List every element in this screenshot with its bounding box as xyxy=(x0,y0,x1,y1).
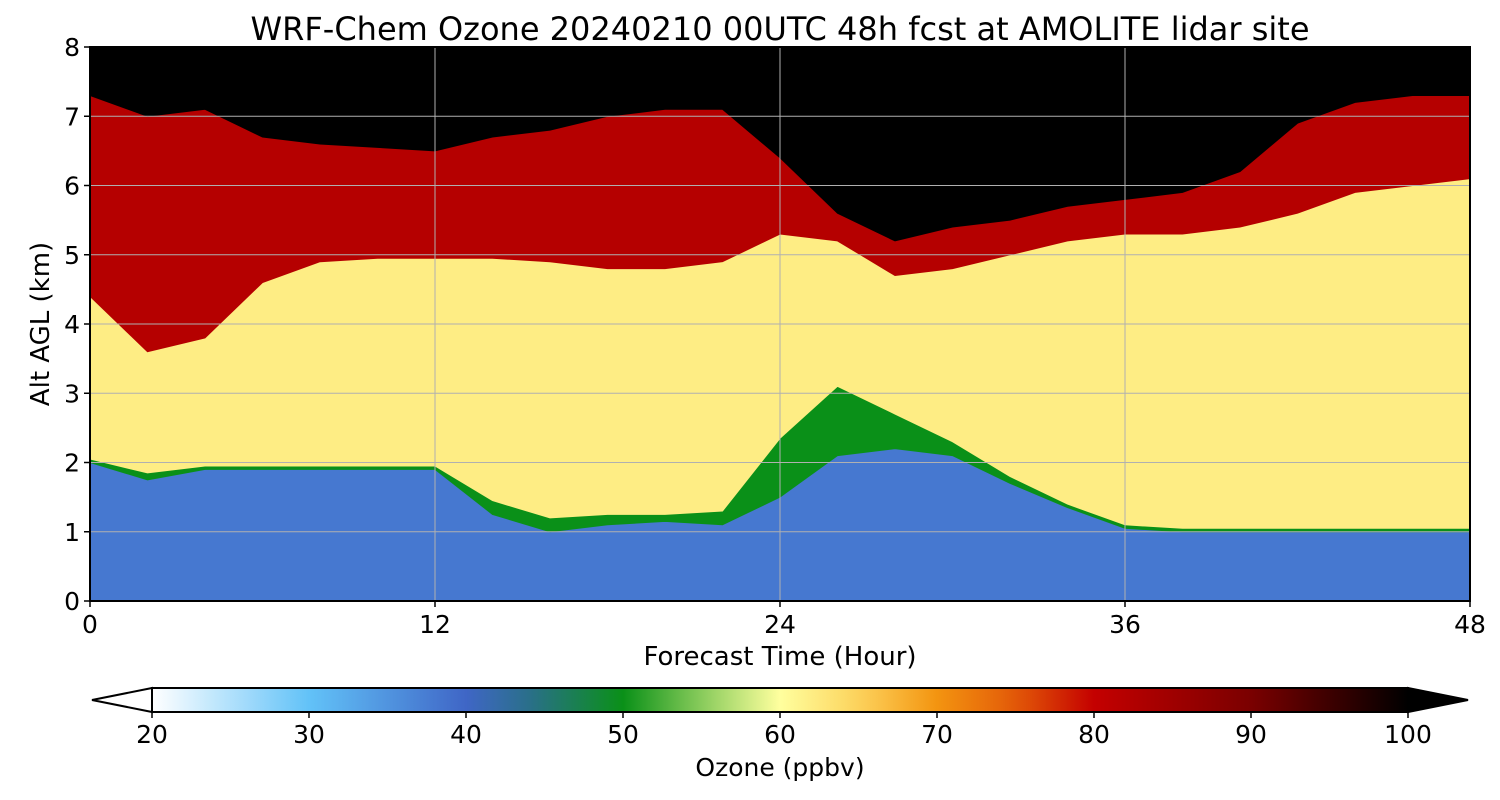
colorbar-tick-label-7: 90 xyxy=(1235,720,1267,749)
colorbar-tick-label-5: 70 xyxy=(921,720,953,749)
plot-area xyxy=(90,47,1470,601)
y-tick-label-1: 1 xyxy=(64,518,80,547)
colorbar-tick-label-1: 30 xyxy=(293,720,325,749)
y-axis-ticks: 0 1 2 3 4 5 6 7 8 xyxy=(64,33,90,616)
x-tick-label-2: 24 xyxy=(764,610,796,639)
y-tick-label-4: 4 xyxy=(64,310,80,339)
y-tick-label-2: 2 xyxy=(64,449,80,478)
colorbar-extend-high xyxy=(1407,686,1469,714)
colorbar-tick-label-6: 80 xyxy=(1078,720,1110,749)
y-tick-label-8: 8 xyxy=(64,33,80,62)
colorbar-tick-label-8: 100 xyxy=(1384,720,1432,749)
colorbar-label: Ozone (ppbv) xyxy=(695,753,864,782)
y-tick-label-0: 0 xyxy=(64,587,80,616)
x-axis-ticks: 0 12 24 36 48 xyxy=(82,601,1486,639)
colorbar-tick-label-3: 50 xyxy=(607,720,639,749)
colorbar-extend-low xyxy=(91,686,153,714)
x-tick-label-3: 36 xyxy=(1109,610,1141,639)
colorbar-tick-label-4: 60 xyxy=(764,720,796,749)
x-tick-label-1: 12 xyxy=(419,610,451,639)
y-tick-label-3: 3 xyxy=(64,379,80,408)
y-axis-label: Alt AGL (km) xyxy=(26,242,56,406)
chart-title: WRF-Chem Ozone 20240210 00UTC 48h fcst a… xyxy=(250,10,1309,48)
colorbar: 20 30 40 50 60 70 80 90 100 xyxy=(91,686,1469,749)
gridlines xyxy=(90,47,1470,601)
colorbar-tick-label-0: 20 xyxy=(136,720,168,749)
x-tick-label-0: 0 xyxy=(82,610,98,639)
y-tick-label-6: 6 xyxy=(64,172,80,201)
x-axis-label: Forecast Time (Hour) xyxy=(643,642,916,672)
y-tick-label-5: 5 xyxy=(64,241,80,270)
colorbar-gradient xyxy=(152,688,1408,712)
colorbar-ticks: 20 30 40 50 60 70 80 90 100 xyxy=(136,712,1432,749)
colorbar-tick-label-2: 40 xyxy=(450,720,482,749)
y-tick-label-7: 7 xyxy=(64,102,80,131)
x-tick-label-4: 48 xyxy=(1454,610,1486,639)
